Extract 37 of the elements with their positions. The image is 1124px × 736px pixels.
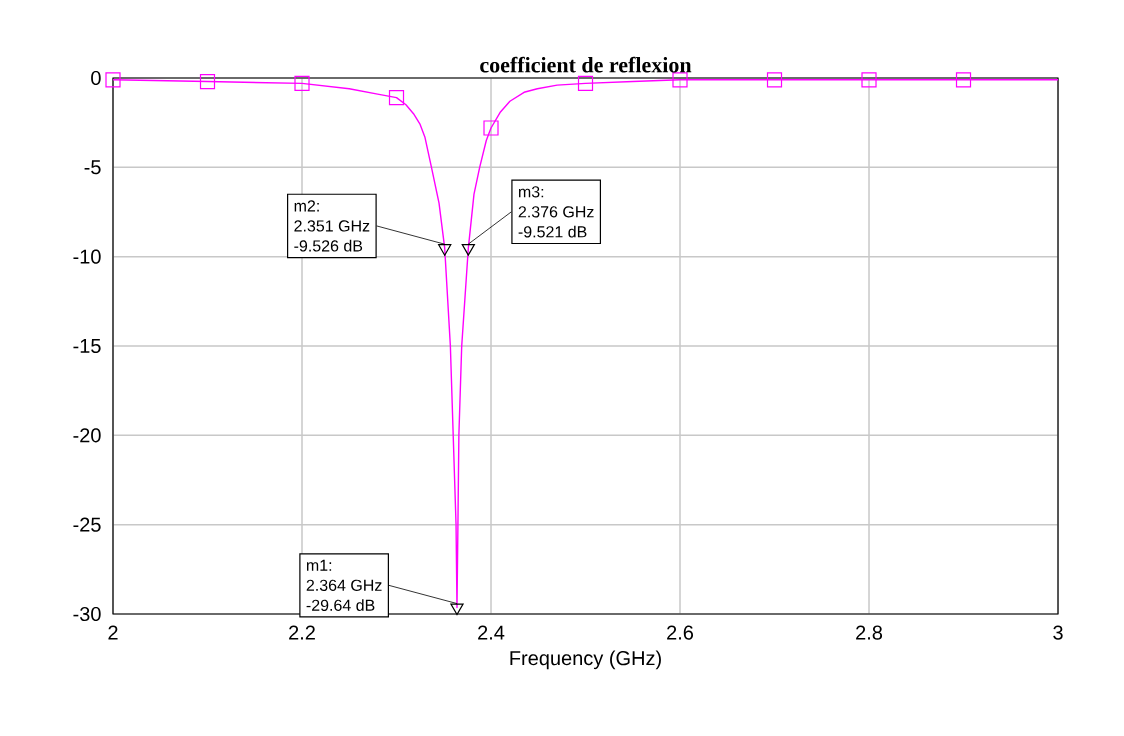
x-axis-title: Frequency (GHz) xyxy=(510,650,661,670)
y-tick-label: -25 xyxy=(73,517,101,532)
point xyxy=(766,72,783,88)
annotation: -9.521 dB xyxy=(518,225,587,238)
point xyxy=(577,75,594,91)
point xyxy=(461,244,475,256)
y-tick-label: -10 xyxy=(73,249,101,264)
point xyxy=(672,72,688,88)
y-tick-label: -15 xyxy=(73,339,101,353)
annotation: m1: xyxy=(306,559,332,571)
point xyxy=(388,90,405,106)
point xyxy=(438,244,452,256)
point xyxy=(955,72,972,88)
y-tick-label: -30 xyxy=(73,606,101,622)
y-tick-label: 0 xyxy=(91,70,101,86)
x-tick-label: 2.2 xyxy=(289,625,315,640)
chart-title: coefficient de reflexion xyxy=(480,56,692,73)
point xyxy=(861,72,877,88)
point xyxy=(483,120,499,136)
annotation: -9.526 dB xyxy=(294,239,363,252)
point xyxy=(450,603,464,616)
y-tick-label: -5 xyxy=(84,160,101,175)
annotation: 2.364 GHz xyxy=(306,579,382,591)
annotation: 2.376 GHz xyxy=(518,206,594,218)
x-tick-label: 2 xyxy=(108,625,118,640)
x-tick-label: 2.6 xyxy=(667,625,694,640)
x-tick-label: 2.4 xyxy=(478,625,505,640)
annotation: m2: xyxy=(294,200,319,212)
annotation: m3: xyxy=(518,186,544,198)
point xyxy=(294,75,310,91)
x-tick-label: 3 xyxy=(1053,625,1063,640)
annotation: -29.64 dB xyxy=(306,599,375,611)
annotation: 2.351 GHz xyxy=(294,220,370,232)
y-tick-label: -20 xyxy=(73,428,101,443)
point xyxy=(199,73,216,90)
x-tick-label: 2.8 xyxy=(856,625,883,640)
point xyxy=(105,72,121,88)
